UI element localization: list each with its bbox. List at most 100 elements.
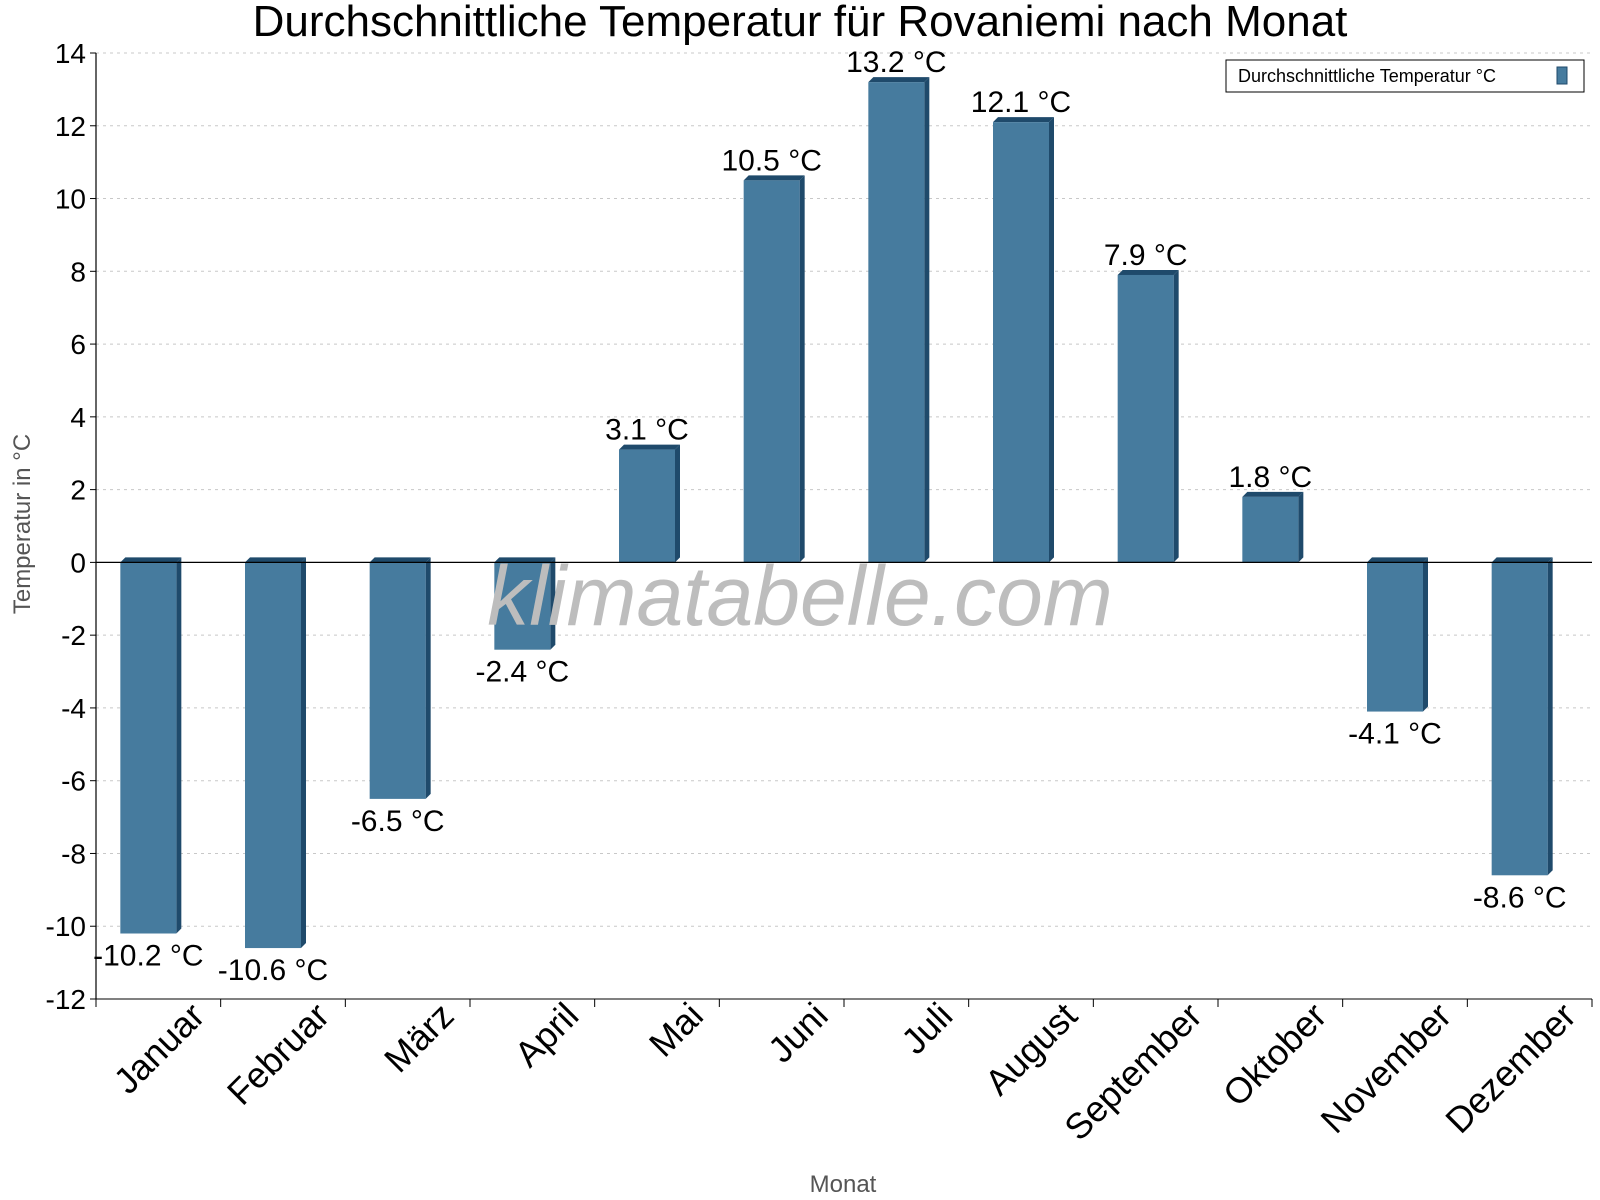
- y-tick-label: 6: [70, 329, 86, 360]
- bar-value-label: -10.2 °C: [93, 940, 203, 973]
- y-tick-label: -8: [61, 838, 86, 869]
- watermark-text: klimatabelle.com: [487, 549, 1113, 643]
- bar-front: [1117, 274, 1174, 563]
- bar-side: [675, 444, 680, 563]
- y-tick-label: 4: [70, 402, 86, 433]
- legend-entry-label: Durchschnittliche Temperatur °C: [1238, 66, 1496, 86]
- bar-front: [743, 180, 800, 563]
- y-axis-ticks: -12 -10 -8 -6 -4 -2 0 2 4 6 8 10 12 14: [46, 38, 96, 1015]
- bar: [619, 444, 680, 563]
- bar-side: [1547, 557, 1553, 876]
- bar-front: [868, 82, 925, 563]
- y-tick-label: -12: [46, 984, 86, 1015]
- bar-value-label: -10.6 °C: [218, 954, 328, 987]
- grid-lines: [96, 52, 1592, 1000]
- bar-side: [550, 557, 556, 650]
- bar-side: [301, 557, 306, 949]
- bar-top: [868, 77, 930, 83]
- bar-side: [425, 557, 431, 799]
- x-tick-label: August: [977, 995, 1085, 1103]
- y-tick-label: 10: [55, 184, 86, 215]
- y-tick-label: -6: [61, 766, 86, 797]
- bar-front: [1491, 562, 1548, 876]
- axes: [95, 53, 1592, 1000]
- x-tick-label: September: [1056, 995, 1210, 1149]
- value-labels: -10.2 °C -10.6 °C -6.5 °C -2.4 °C 3.1 °C 10.5…: [93, 46, 1566, 987]
- bar-front: [1242, 496, 1299, 563]
- bar-top: [1117, 269, 1179, 275]
- y-tick-label: 14: [55, 38, 86, 69]
- bar-top: [619, 444, 680, 450]
- bar-value-label: 10.5 °C: [721, 144, 821, 177]
- bar-side: [176, 557, 182, 934]
- bar: [494, 557, 556, 650]
- bar-front: [494, 562, 551, 650]
- x-axis-ticks: Januar Februar März April Mai Juni Juli AugustS…: [95, 995, 1593, 1149]
- bar-top: [494, 557, 556, 563]
- x-tick-label: April: [506, 995, 586, 1075]
- bar-value-label: -4.1 °C: [1348, 718, 1442, 751]
- bar-top: [120, 557, 182, 563]
- bar-value-label: -6.5 °C: [351, 805, 445, 838]
- x-tick-label: Mai: [641, 995, 711, 1065]
- x-tick-label: Februar: [219, 995, 337, 1113]
- bar-side: [1173, 269, 1179, 563]
- bar-top: [1242, 491, 1304, 497]
- x-tick-label: Juni: [760, 995, 836, 1071]
- bar-front: [619, 449, 675, 563]
- x-tick-label: November: [1313, 995, 1459, 1141]
- bar-top: [245, 557, 306, 563]
- bar-value-label: 12.1 °C: [971, 86, 1071, 119]
- y-tick-label: 0: [70, 547, 86, 578]
- x-tick-label: Dezember: [1437, 995, 1583, 1141]
- y-tick-label: -2: [61, 620, 86, 651]
- y-tick-label: 12: [55, 111, 86, 142]
- bar-side: [799, 175, 805, 563]
- bar-side: [1423, 557, 1428, 712]
- bar-value-label: -2.4 °C: [475, 656, 569, 689]
- bar: [369, 557, 431, 799]
- legend-box: [1225, 59, 1585, 93]
- bar: [743, 175, 805, 563]
- bar-top: [1367, 557, 1428, 563]
- bar: [120, 557, 182, 934]
- bar-top: [993, 117, 1054, 123]
- x-tick-label: Juli: [893, 995, 960, 1062]
- bar: [1117, 269, 1179, 563]
- x-tick-label: Oktober: [1215, 995, 1335, 1115]
- bar-front: [1367, 562, 1423, 712]
- x-axis-label: Monat: [810, 1171, 877, 1198]
- bar-value-label: 7.9 °C: [1104, 239, 1188, 272]
- bar: [1367, 557, 1428, 712]
- x-tick-label: Januar: [105, 995, 212, 1102]
- bar: [993, 117, 1054, 563]
- bars: [120, 77, 1553, 949]
- bar-side: [1298, 491, 1304, 563]
- bar-value-label: 13.2 °C: [846, 46, 946, 79]
- bar-top: [743, 175, 805, 181]
- legend-entry-swatch: [1556, 66, 1568, 85]
- bar-top: [1491, 557, 1553, 563]
- y-tick-label: -4: [61, 693, 86, 724]
- legend: Durchschnittliche Temperatur °C: [1225, 59, 1585, 93]
- chart-title: Durchschnittliche Temperatur für Rovanie…: [253, 0, 1348, 46]
- bar: [245, 557, 306, 949]
- bar-side: [924, 77, 930, 563]
- bar-front: [245, 562, 301, 949]
- bar-front: [120, 562, 177, 934]
- y-tick-label: 8: [70, 256, 86, 287]
- x-tick-label: März: [376, 995, 462, 1081]
- bar-front: [993, 122, 1049, 563]
- bar-front: [369, 562, 426, 799]
- bar-value-label: 1.8 °C: [1228, 461, 1312, 494]
- y-tick-label: -10: [46, 911, 86, 942]
- bar-value-label: -8.6 °C: [1473, 881, 1567, 914]
- bar-value-label: 3.1 °C: [605, 414, 689, 447]
- bar: [1491, 557, 1553, 876]
- bar-top: [369, 557, 431, 563]
- y-axis-label: Temperatur in °C: [9, 434, 36, 614]
- bar: [868, 77, 930, 563]
- bar: [1242, 491, 1304, 563]
- y-tick-label: 2: [70, 475, 86, 506]
